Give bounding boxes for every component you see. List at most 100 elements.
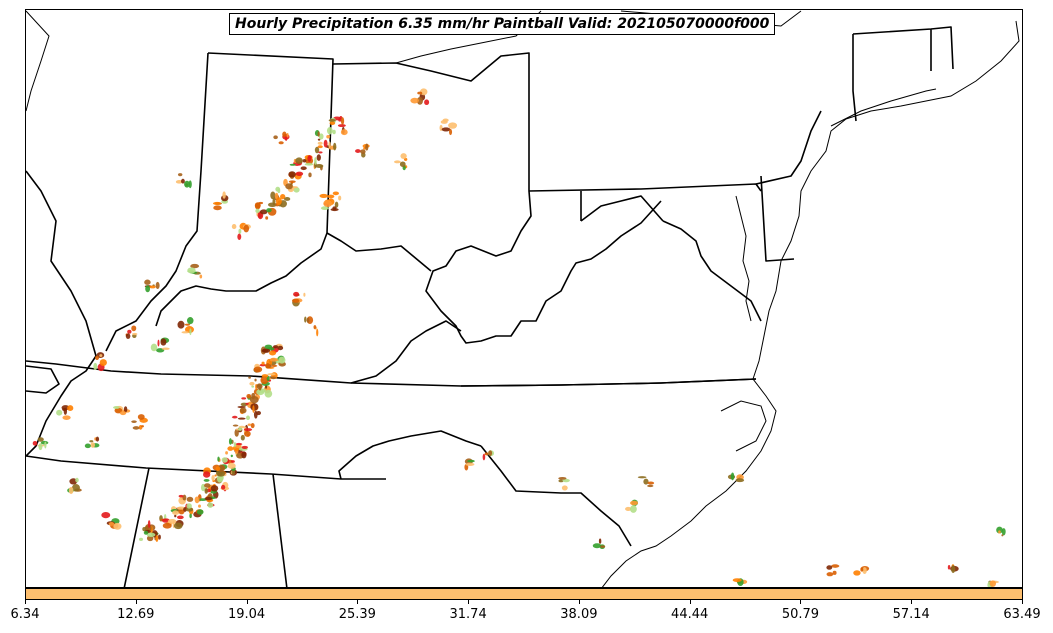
paintball <box>288 171 296 178</box>
paintball <box>183 507 187 512</box>
paintball <box>248 376 251 379</box>
paintball <box>204 496 213 501</box>
paintball <box>647 484 654 488</box>
paintball <box>258 201 264 205</box>
paintball <box>199 274 203 279</box>
colorbar-tick-label: 19.04 <box>227 607 266 622</box>
paintball <box>194 496 200 504</box>
paintball <box>327 194 335 199</box>
paintball <box>314 157 317 165</box>
paintball <box>44 441 47 449</box>
paintball <box>249 396 259 404</box>
paintball <box>304 316 307 323</box>
paintball <box>558 479 564 483</box>
paintball <box>647 481 655 485</box>
paintball <box>271 364 278 367</box>
paintball <box>211 474 215 481</box>
paintball <box>186 496 194 502</box>
paintball <box>316 154 321 161</box>
state-line-ny-vt-nh <box>852 26 954 122</box>
paintball <box>246 393 252 399</box>
paintball <box>149 285 156 289</box>
paintball <box>232 424 239 427</box>
paintball <box>241 445 248 450</box>
paintball <box>227 462 236 469</box>
paintball <box>313 325 317 330</box>
state-line-ga-sc <box>338 430 482 480</box>
paintball <box>56 409 63 416</box>
paintball <box>230 460 235 463</box>
paintball <box>393 160 401 164</box>
paintball <box>730 472 735 481</box>
paintball <box>996 526 1003 534</box>
colorbar-tick-label: 57.14 <box>892 607 930 622</box>
paintball <box>284 196 291 201</box>
paintball <box>337 124 346 128</box>
paintball <box>308 155 312 159</box>
paintball <box>142 527 147 532</box>
paintball <box>187 267 196 274</box>
paintball <box>329 121 336 126</box>
paintball <box>93 362 98 371</box>
paintball <box>280 193 286 200</box>
paintball <box>265 216 269 220</box>
paintball <box>295 171 304 176</box>
paintball <box>225 451 228 455</box>
paintball <box>254 378 257 382</box>
paintball <box>172 510 180 515</box>
paintball <box>95 355 100 361</box>
paintball <box>365 143 369 151</box>
paintball <box>234 428 239 437</box>
paintball <box>317 141 323 145</box>
paintball <box>266 376 270 381</box>
paintball <box>147 520 151 529</box>
paintball <box>204 487 208 494</box>
paintball <box>184 323 191 326</box>
paintball <box>442 118 449 122</box>
paintball <box>137 414 145 420</box>
paintball <box>243 224 250 233</box>
paintball <box>272 198 276 206</box>
paintball <box>241 451 247 459</box>
paintball <box>289 163 296 166</box>
paintball <box>68 486 74 495</box>
paintball <box>95 436 100 442</box>
paintball <box>419 88 428 96</box>
paintball <box>561 485 568 491</box>
paintball <box>181 178 185 184</box>
paintball <box>125 333 131 339</box>
paintball <box>998 530 1001 534</box>
paintball <box>212 201 222 205</box>
paintball <box>989 580 996 587</box>
paintball <box>177 173 183 177</box>
paintball <box>332 129 336 135</box>
paintball <box>247 423 252 426</box>
paintball <box>243 428 253 432</box>
paintball <box>144 279 151 285</box>
colorbar-tick-label: 38.09 <box>560 607 598 622</box>
paintball <box>101 511 111 519</box>
paintball <box>259 363 267 367</box>
paintball <box>252 405 255 413</box>
paintball <box>266 208 272 213</box>
colorbar-tick <box>578 600 580 604</box>
paintball <box>274 192 279 200</box>
paintball <box>181 331 190 334</box>
colorbar <box>25 588 1023 600</box>
paintball <box>145 285 151 293</box>
paintball <box>114 407 123 414</box>
paintball <box>482 453 486 461</box>
paintball <box>302 158 307 163</box>
paintball <box>308 172 312 178</box>
paintball <box>231 415 238 419</box>
paintball <box>860 567 864 572</box>
paintball <box>441 127 451 132</box>
paintball <box>262 348 271 353</box>
paintball <box>215 466 221 472</box>
paintball <box>131 325 137 332</box>
paintball <box>173 522 183 530</box>
paintball <box>221 457 228 463</box>
paintball <box>196 509 204 515</box>
colorbar-tick-label: 50.79 <box>781 607 820 622</box>
paintball <box>237 233 242 240</box>
